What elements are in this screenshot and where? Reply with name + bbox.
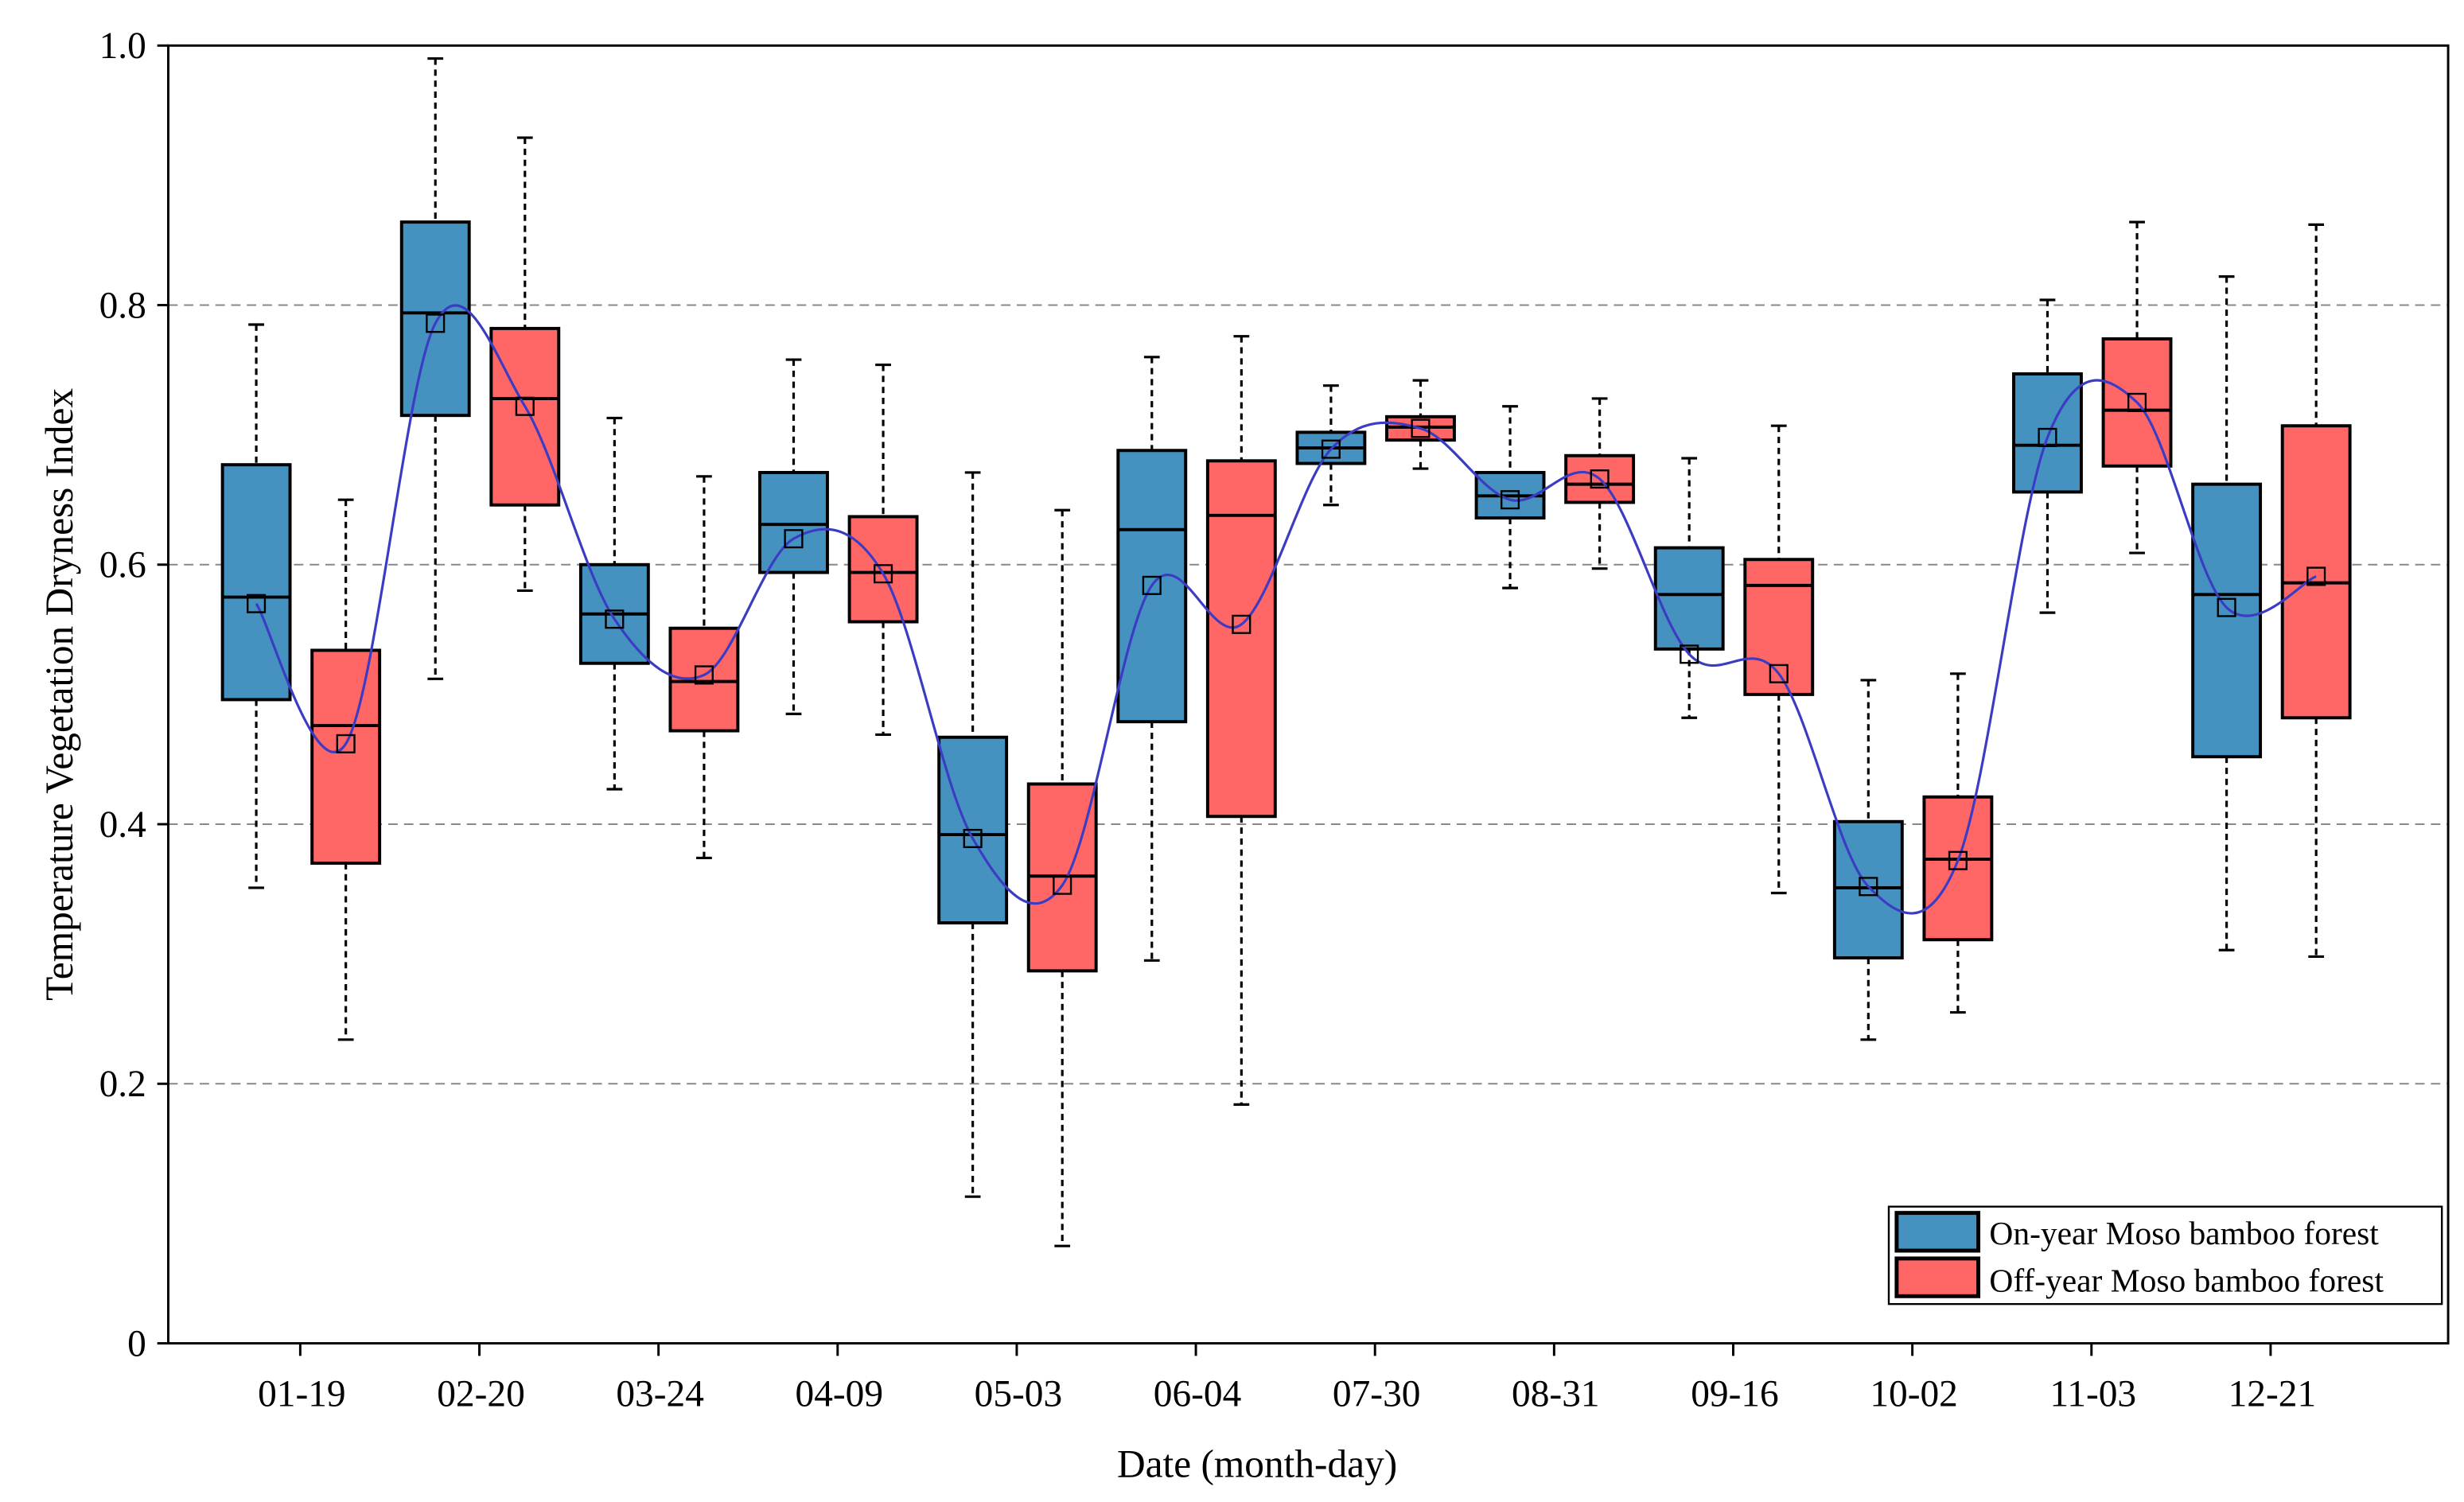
- y-axis-label: Temperature Vegetation Dryness Index: [37, 388, 81, 1001]
- mean-marker: [1859, 877, 1878, 897]
- mean-marker: [1232, 614, 1251, 634]
- box-off-year: [1564, 397, 1636, 570]
- legend-label-on-year: On-year Moso bamboo forest: [1989, 1215, 2379, 1251]
- mean-marker: [605, 609, 625, 629]
- box-iqr: [668, 626, 740, 733]
- y-tick-label: 1.0: [99, 25, 146, 67]
- plot-frame: [167, 44, 2450, 1345]
- box-on-year: [220, 323, 292, 889]
- box-on-year: [1116, 356, 1188, 962]
- box-on-year: [758, 358, 829, 715]
- mean-marker: [1948, 850, 1968, 870]
- x-tick-label: 12-21: [2228, 1374, 2317, 1415]
- mean-marker: [874, 564, 893, 584]
- mean-marker: [784, 529, 804, 549]
- mean-marker: [426, 313, 446, 333]
- box-on-year: [2012, 298, 2083, 614]
- mean-marker: [515, 396, 535, 416]
- box-off-year: [489, 136, 561, 592]
- mean-marker: [1321, 439, 1341, 459]
- legend-swatch-off-year: [1894, 1256, 1981, 1298]
- box-iqr: [2280, 424, 2352, 720]
- box-on-year: [937, 471, 1009, 1198]
- box-off-year: [668, 475, 740, 860]
- mean-marker: [694, 665, 714, 685]
- x-tick-label: 08-31: [1512, 1374, 1600, 1415]
- y-tick-label: 0.6: [99, 545, 146, 586]
- legend-frame: [1887, 1205, 2443, 1305]
- box-iqr: [847, 515, 919, 624]
- mean-marker: [1680, 644, 1699, 664]
- mean-marker: [2038, 427, 2057, 447]
- box-off-year: [847, 363, 919, 737]
- box-off-year: [1205, 335, 1277, 1106]
- x-tick-label: 07-30: [1333, 1374, 1421, 1415]
- mean-marker: [963, 828, 983, 849]
- mean-marker: [1501, 490, 1520, 510]
- x-tick-label: 10-02: [1870, 1374, 1958, 1415]
- box-on-year: [578, 416, 650, 791]
- mean-marker: [1411, 418, 1431, 438]
- mean-marker: [1590, 469, 1610, 489]
- mean-marker: [336, 733, 356, 753]
- box-iqr: [399, 220, 471, 418]
- box-iqr: [2012, 372, 2083, 494]
- box-off-year: [2280, 223, 2352, 958]
- box-off-year: [1922, 672, 1994, 1014]
- box-iqr: [1205, 459, 1277, 819]
- mean-marker: [247, 593, 267, 613]
- x-axis-label: Date (month-day): [1117, 1442, 1397, 1485]
- x-tick-label: 06-04: [1154, 1374, 1242, 1415]
- mean-marker: [1769, 663, 1789, 683]
- mean-marker: [1142, 575, 1162, 595]
- box-on-year: [2191, 275, 2263, 951]
- grid-lines: [168, 304, 2449, 1085]
- box-iqr: [1922, 795, 1994, 942]
- legend-label-off-year: Off-year Moso bamboo forest: [1989, 1262, 2384, 1298]
- box-on-year: [1653, 457, 1725, 719]
- box-iqr: [2191, 482, 2263, 759]
- box-off-year: [1026, 508, 1098, 1247]
- x-tick-label: 01-19: [258, 1374, 346, 1415]
- mean-trend-line: [255, 304, 2317, 915]
- box-on-year: [1474, 405, 1546, 590]
- box-iqr: [489, 326, 561, 507]
- box-iqr: [310, 648, 382, 865]
- x-tick-label: 11-03: [2049, 1374, 2136, 1415]
- mean-marker: [1053, 875, 1072, 895]
- x-tick-label: 04-09: [796, 1374, 884, 1415]
- box-iqr: [1653, 546, 1725, 651]
- y-tick-label: 0.8: [99, 285, 146, 326]
- legend-swatch-on-year: [1894, 1211, 1981, 1253]
- x-tick-label: 03-24: [616, 1374, 704, 1415]
- box-off-year: [2101, 220, 2173, 554]
- x-tick-label: 02-20: [437, 1374, 525, 1415]
- x-tick-label: 05-03: [975, 1374, 1063, 1415]
- mean-marker: [2306, 566, 2326, 586]
- y-tick-label: 0.2: [99, 1064, 146, 1105]
- legend: On-year Moso bamboo forest Off-year Moso…: [1887, 1205, 2443, 1305]
- y-tick-label: 0: [127, 1323, 146, 1364]
- x-axis: 01-19 02-20 03-24 04-09 05-03 06-04 07-30 08-31…: [258, 1343, 2317, 1415]
- y-tick-label: 0.4: [99, 804, 146, 846]
- box-iqr: [758, 470, 829, 574]
- mean-markers: [247, 313, 2326, 897]
- x-tick-label: 09-16: [1691, 1374, 1779, 1415]
- box-on-year: [399, 57, 471, 680]
- mean-marker: [2217, 597, 2236, 617]
- box-off-year: [310, 498, 382, 1041]
- y-axis: 0 0.2 0.4 0.6 0.8 1.0: [99, 25, 169, 1364]
- box-on-year: [1832, 679, 1904, 1041]
- boxes: [220, 57, 2352, 1247]
- mean-marker: [2127, 392, 2147, 412]
